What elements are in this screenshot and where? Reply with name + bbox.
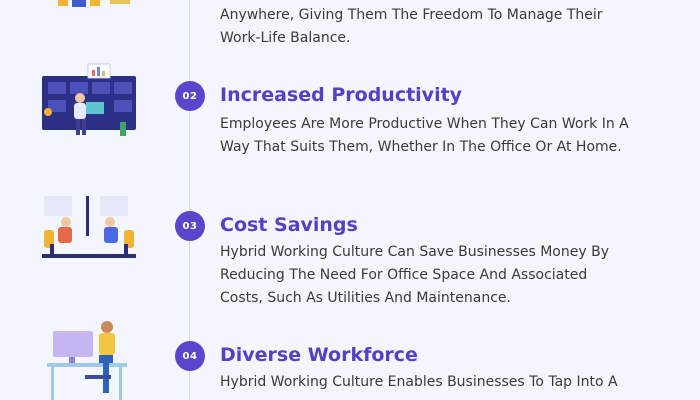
cost-savings-illustration	[42, 196, 136, 258]
flexibility-illustration	[58, 0, 130, 7]
benefit-4-description: Hybrid Working Culture Enables Businesse…	[220, 371, 690, 394]
step-number-badge: 04	[175, 341, 205, 371]
benefit-4-title: Diverse Workforce	[220, 344, 418, 366]
timeline-line	[189, 0, 190, 400]
description-line: Costs, Such As Utilities And Maintenance…	[220, 290, 511, 306]
benefit-3-description: Hybrid Working Culture Can Save Business…	[220, 241, 690, 310]
description-line: Employees Are More Productive When They …	[220, 116, 629, 132]
benefit-2-description: Employees Are More Productive When They …	[220, 113, 690, 159]
benefit-2-title: Increased Productivity	[220, 84, 463, 106]
description-line: Reducing The Need For Office Space And A…	[220, 267, 588, 283]
diverse-workforce-illustration	[47, 321, 127, 400]
step-number-badge: 03	[175, 211, 205, 241]
description-line: Hybrid Working Culture Can Save Business…	[220, 244, 609, 260]
description-line: Way That Suits Them, Whether In The Offi…	[220, 139, 622, 155]
description-line: Work-Life Balance.	[220, 30, 351, 46]
benefit-3-title: Cost Savings	[220, 214, 358, 236]
productivity-illustration	[42, 63, 136, 136]
description-line: Hybrid Working Culture Enables Businesse…	[220, 374, 618, 390]
benefit-1-description: Anywhere, Giving Them The Freedom To Man…	[220, 4, 690, 50]
description-line: Anywhere, Giving Them The Freedom To Man…	[220, 7, 603, 23]
step-number-badge: 02	[175, 81, 205, 111]
